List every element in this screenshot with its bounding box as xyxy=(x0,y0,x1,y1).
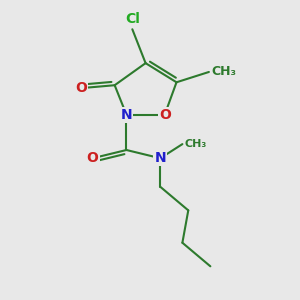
Text: CH₃: CH₃ xyxy=(185,139,207,149)
Text: N: N xyxy=(121,108,132,122)
Text: Cl: Cl xyxy=(125,12,140,26)
Text: O: O xyxy=(87,151,98,165)
Text: CH₃: CH₃ xyxy=(212,65,237,79)
Text: N: N xyxy=(154,151,166,165)
Text: O: O xyxy=(159,108,171,122)
Text: O: O xyxy=(75,81,87,95)
